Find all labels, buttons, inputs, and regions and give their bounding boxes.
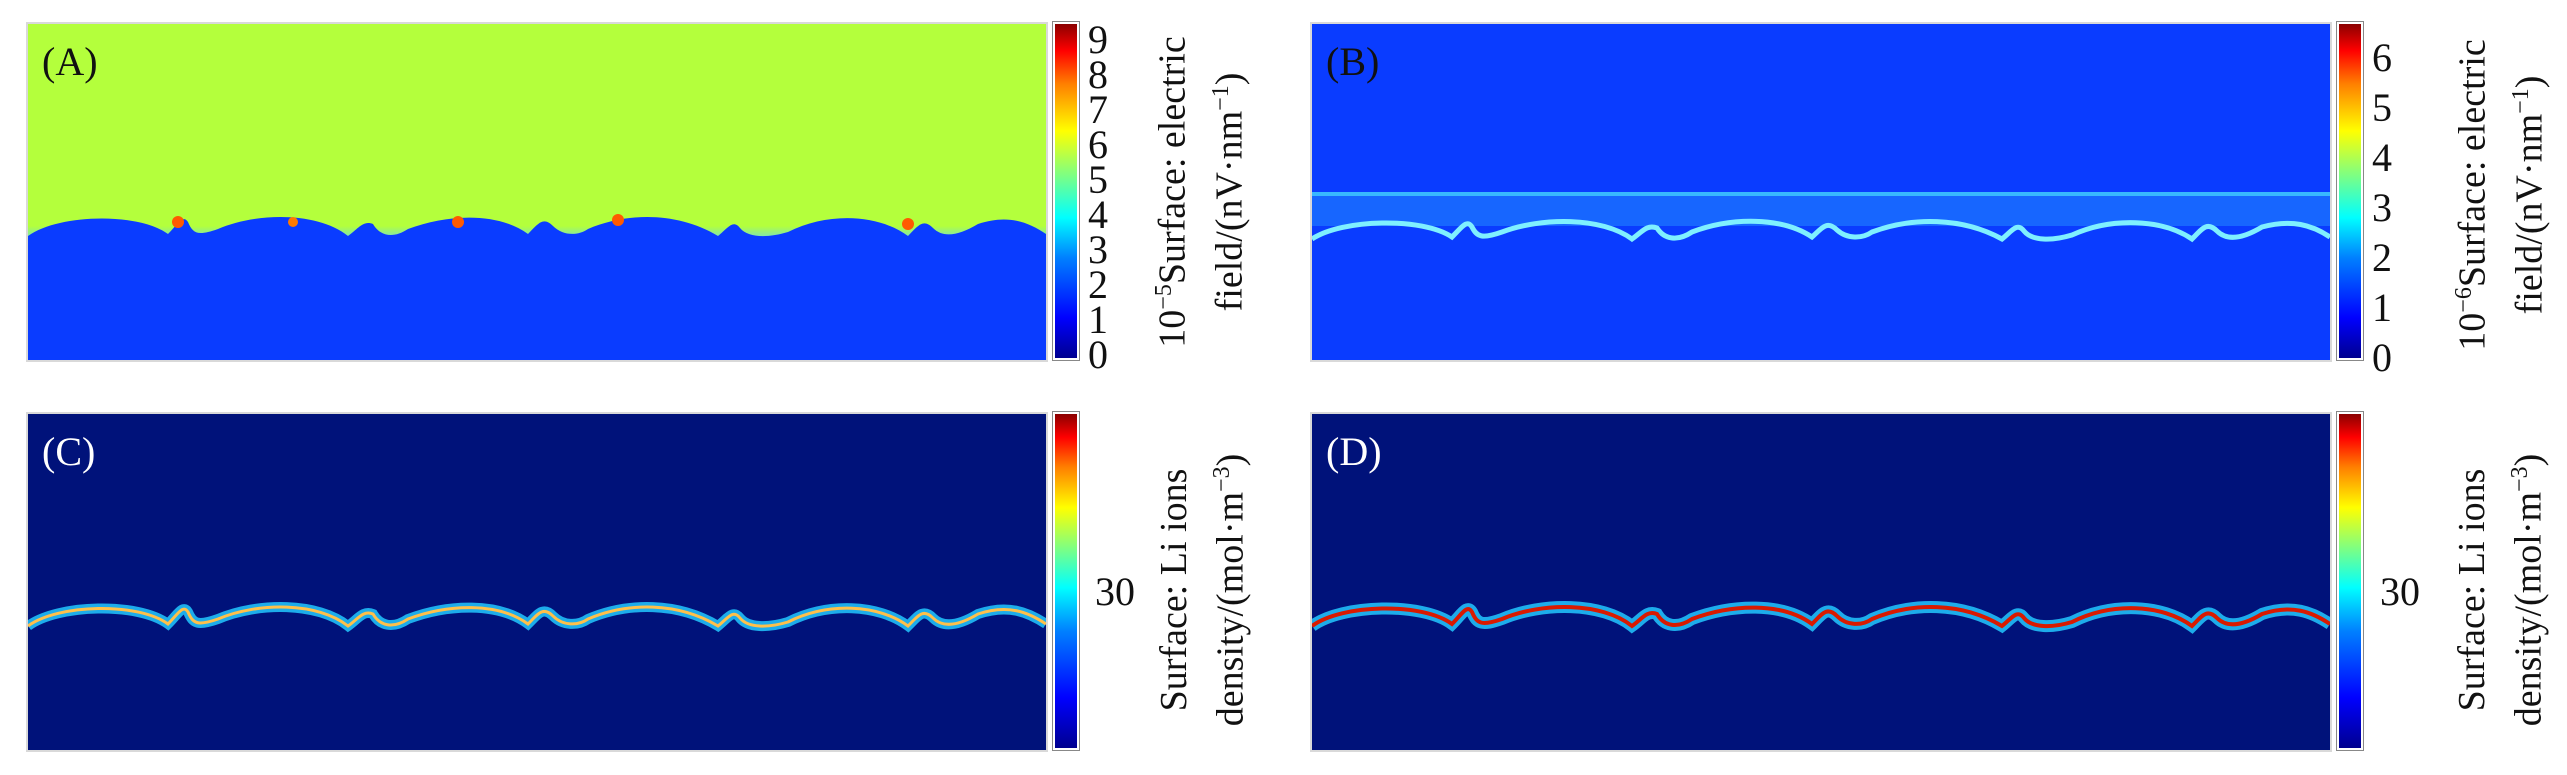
panel-c-plot (28, 414, 1046, 750)
density-background (1312, 414, 2330, 750)
panel-b-tick-2: 2 (2372, 235, 2392, 280)
panel-b-label: (B) (1326, 39, 1380, 84)
panel-d-colorbar (2336, 411, 2364, 751)
panel-a-tick-7: 7 (1088, 87, 1108, 132)
density-background (28, 414, 1046, 750)
separator-band (1312, 192, 2330, 196)
lithium-electrode-surface (28, 217, 1046, 360)
panel-d-colorbar-label: Surface: Li ions density/(mol·m−3) (2451, 453, 2550, 727)
panel-a-tick-9: 9 (1088, 17, 1108, 62)
panel-a-tick-3: 3 (1088, 227, 1108, 272)
panel-a-tick-8: 8 (1088, 52, 1108, 97)
panel-a: (A) (26, 22, 1048, 362)
panel-b-tick-3: 3 (2372, 185, 2392, 230)
panel-a-tick-4: 4 (1088, 192, 1108, 237)
panel-b-tick-5: 5 (2372, 85, 2392, 130)
panel-b-plot (1312, 24, 2330, 360)
panel-a-colorbar (1052, 21, 1080, 361)
panel-a-label: (A) (42, 39, 98, 84)
panel-c-colorbar (1052, 411, 1080, 751)
panel-b-tick-4: 4 (2372, 135, 2392, 180)
panel-b-tick-6: 6 (2372, 35, 2392, 80)
panel-a-tick-0: 0 (1088, 332, 1108, 377)
panel-b-tick-1: 1 (2372, 285, 2392, 330)
panel-c-label: (C) (42, 429, 96, 474)
panel-d-tick-30: 30 (2380, 569, 2420, 614)
panel-a-colorbar-label: 10−5Surface: electric field/(nV·nm−1) (1151, 36, 1251, 348)
panel-d: (D) (1310, 412, 2332, 752)
density-peak-line (28, 605, 1046, 628)
panel-a-tick-5: 5 (1088, 157, 1108, 202)
panel-b-colorbar (2336, 21, 2364, 361)
panel-d-plot (1312, 414, 2330, 750)
panel-a-plot (28, 24, 1046, 360)
field-hotspots (172, 214, 914, 230)
panel-c-tick-30: 30 (1095, 569, 1135, 614)
interface-contour (1312, 218, 2330, 243)
panel-b: (B) (1310, 22, 2332, 362)
panel-d-label: (D) (1326, 429, 1382, 474)
panel-b-colorbar-label: 10−6Surface: electric field/(nV·nm−1) (2451, 39, 2551, 351)
panel-c: (C) (26, 412, 1048, 752)
panel-a-tick-6: 6 (1088, 122, 1108, 167)
panel-a-tick-2: 2 (1088, 262, 1108, 307)
panel-b-tick-0: 0 (2372, 335, 2392, 380)
density-peak-line (1312, 605, 2330, 629)
panel-a-tick-1: 1 (1088, 297, 1108, 342)
panel-c-colorbar-label: Surface: Li ions density/(mol·m−3) (1153, 453, 1252, 727)
